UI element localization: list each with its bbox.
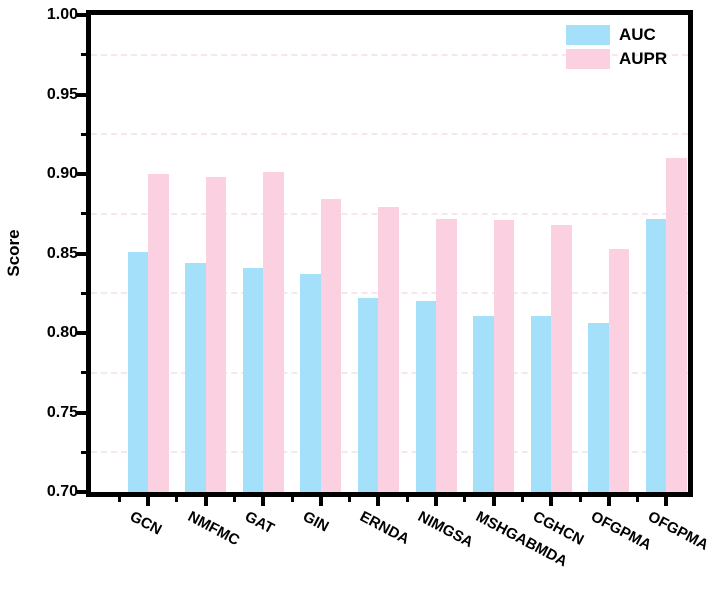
bar-aupr <box>148 174 169 492</box>
y-minor-tick <box>81 53 86 57</box>
y-minor-tick <box>81 291 86 295</box>
bar-auc <box>357 298 379 492</box>
bar-auc <box>588 323 609 492</box>
x-major-tick <box>318 497 323 506</box>
y-major-tick <box>77 490 86 494</box>
x-minor-tick <box>405 497 409 502</box>
bar-aupr <box>263 172 284 492</box>
x-major-tick <box>146 497 150 506</box>
y-tick-label: 0.75 <box>46 403 78 421</box>
y-major-tick <box>77 172 86 176</box>
y-axis-title: Score <box>4 229 23 277</box>
y-minor-tick <box>81 212 86 216</box>
x-minor-tick <box>520 497 524 502</box>
bar-aupr <box>378 207 399 492</box>
x-major-tick <box>376 497 381 506</box>
x-major-tick <box>203 497 208 506</box>
x-minor-tick <box>117 497 121 502</box>
bar-auc <box>242 267 264 492</box>
bar-aupr <box>493 220 515 492</box>
y-minor-tick <box>81 371 86 375</box>
y-major-tick <box>77 13 86 17</box>
gridline <box>91 53 688 56</box>
x-major-tick <box>606 497 611 506</box>
bar-aupr <box>608 248 630 492</box>
legend-swatch-aupr <box>566 49 610 69</box>
x-minor-tick <box>348 497 352 502</box>
bar-aupr <box>436 218 457 492</box>
x-tick-label: ERNDA <box>357 508 413 549</box>
x-tick-label: OFGPMA <box>587 508 654 554</box>
x-tick-label: NIMGSA <box>415 508 476 552</box>
bar-auc <box>185 263 206 492</box>
bar-auc <box>127 251 148 492</box>
x-tick-label: GAT <box>242 508 278 538</box>
x-tick-label: GCN <box>127 508 165 539</box>
y-minor-tick <box>81 132 86 136</box>
y-tick-label: 0.90 <box>46 165 78 182</box>
x-tick-label: GIN <box>299 508 332 536</box>
y-major-tick <box>77 410 86 415</box>
y-tick-label: 1.00 <box>46 6 78 23</box>
bar-aupr <box>551 224 572 492</box>
bar-auc <box>473 315 494 492</box>
bar-aupr <box>205 177 227 492</box>
x-major-tick <box>549 497 554 506</box>
x-minor-tick <box>232 497 236 502</box>
x-major-tick <box>434 497 438 506</box>
legend-item: AUC <box>566 25 667 45</box>
x-minor-tick <box>463 497 467 502</box>
y-tick-label: 0.95 <box>46 85 78 103</box>
x-major-tick <box>261 497 266 506</box>
y-major-tick <box>77 331 86 335</box>
bar-aupr <box>320 199 342 492</box>
y-tick-label: 0.80 <box>46 324 78 341</box>
legend: AUC AUPR <box>566 25 667 69</box>
legend-swatch-auc <box>566 25 610 45</box>
y-tick-label: 0.70 <box>46 483 78 500</box>
bar-auc <box>530 315 552 492</box>
y-major-tick <box>77 251 86 256</box>
bar-auc <box>300 274 321 492</box>
x-minor-tick <box>636 497 640 502</box>
plot-area <box>91 15 688 492</box>
x-tick-label: NMFMC <box>184 508 242 550</box>
y-major-tick <box>77 92 86 97</box>
bar-aupr <box>666 158 687 492</box>
legend-label: AUPR <box>619 49 668 68</box>
legend-label: AUC <box>619 25 656 44</box>
x-minor-tick <box>578 497 582 502</box>
x-major-tick <box>664 497 669 506</box>
y-tick-label: 0.85 <box>46 244 78 262</box>
bar-auc <box>415 301 436 492</box>
y-minor-tick <box>81 450 86 454</box>
x-minor-tick <box>175 497 179 502</box>
legend-item: AUPR <box>566 49 667 69</box>
bar-auc <box>645 218 667 492</box>
x-major-tick <box>491 497 496 506</box>
x-minor-tick <box>290 497 294 502</box>
gridline <box>91 133 688 136</box>
x-tick-label: OFGPMA <box>645 508 712 554</box>
